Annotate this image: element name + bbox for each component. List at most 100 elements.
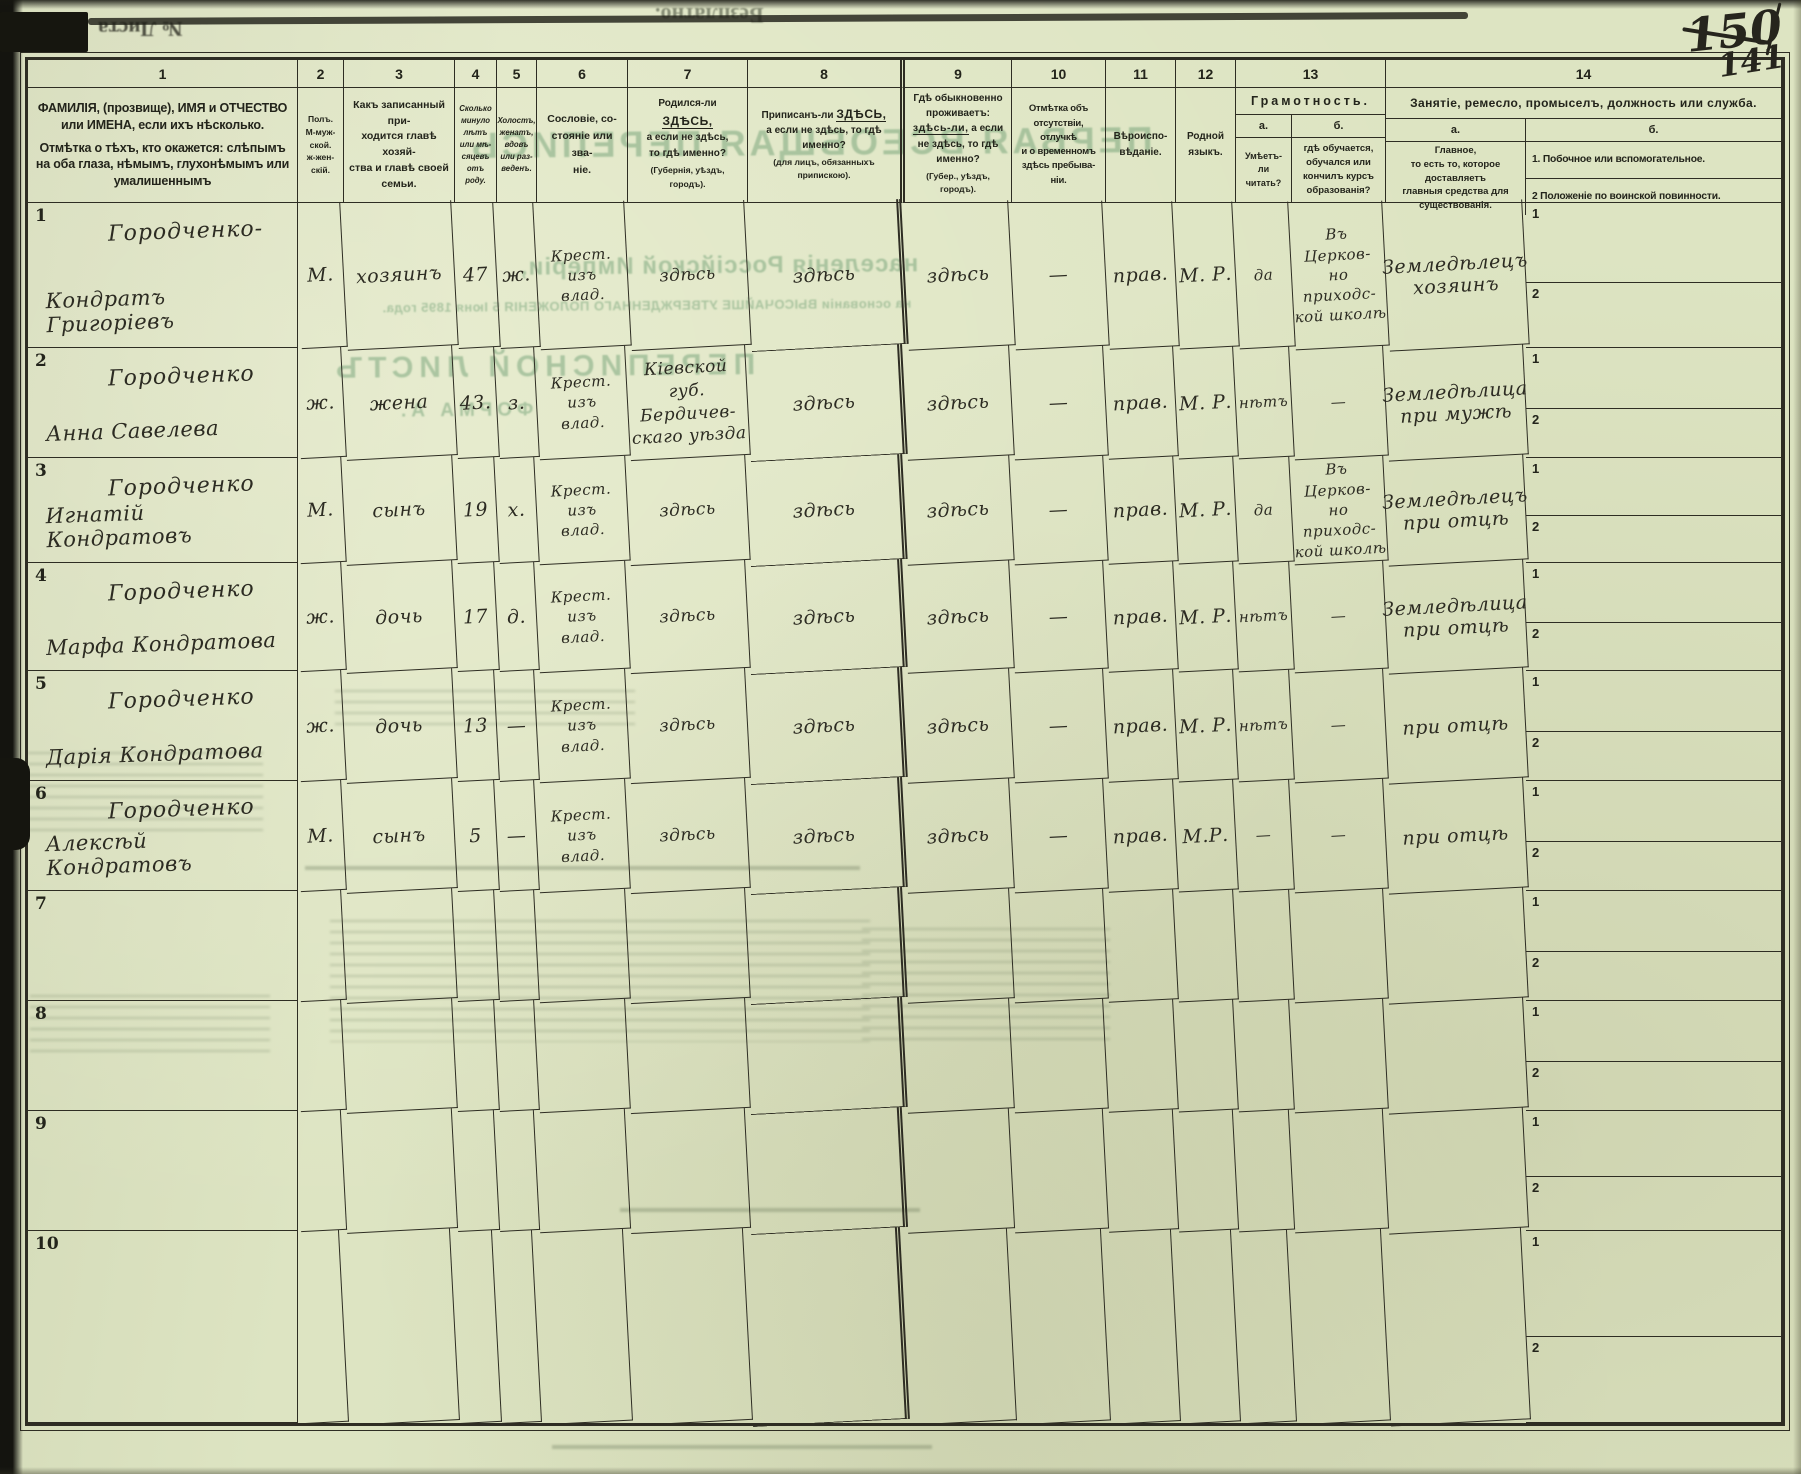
- header-residence-text: Гдѣ обыкновенно проживаетъ: здѣсь-ли, а …: [912, 93, 1004, 165]
- cell-religion: прав.: [1103, 346, 1179, 460]
- cell-person-name: 4 Городченко Марфа Кондратова: [28, 563, 298, 671]
- cell-registration: здѣсь: [745, 776, 908, 896]
- sub-cell-number-1: 1: [1532, 1004, 1540, 1019]
- bleedthrough-smudge: [30, 995, 270, 1053]
- cell-birthplace: [624, 1107, 752, 1235]
- cell-occupation-secondary: 1 2: [1526, 563, 1782, 671]
- column-number: 3: [344, 60, 455, 88]
- cell-occupation-secondary: 1 2: [1526, 203, 1782, 348]
- secondary-occupation-slot: 1: [1526, 671, 1781, 732]
- sub-cell-number-2: 2: [1532, 844, 1540, 860]
- military-status-slot: 2: [1526, 732, 1781, 780]
- sub-cell-number-1: 1: [1532, 894, 1540, 909]
- military-status-slot: 2: [1526, 516, 1781, 562]
- scan-edge-top: [0, 0, 1801, 9]
- column-number: 10: [1012, 60, 1106, 88]
- cell-marital-status: [494, 1000, 540, 1112]
- cell-age: 19: [452, 456, 500, 565]
- secondary-occupation-slot: 1: [1526, 563, 1781, 623]
- header-birthplace-paren: (Губернія, уѣздъ, городъ).: [650, 165, 725, 189]
- cell-occupation-secondary: 1 2: [1526, 781, 1782, 891]
- secondary-occupation-slot: 1: [1526, 781, 1781, 842]
- occupation-title: Занятіе, ремесло, промыселъ, должность и…: [1386, 88, 1781, 119]
- column-header-registration: Приписанъ-ли ЗДѢСЬ, а если не здѣсь, то г…: [748, 88, 905, 203]
- column-number: 5: [497, 60, 537, 88]
- cell-residence: [901, 1108, 1016, 1234]
- cell-birthplace: здѣсь: [624, 199, 752, 352]
- census-table: 1 2 3 4 5 6 7 8 9 10 11 12 13 14 ФАМИЛІЯ…: [20, 52, 1790, 1431]
- cell-registration: здѣсь: [744, 198, 909, 353]
- cell-marital-status: [494, 890, 540, 1002]
- cell-person-name: 2 Городченко Анна Савелева: [28, 348, 298, 458]
- cell-birthplace: [623, 1227, 753, 1427]
- cell-marital-status: —: [494, 670, 540, 782]
- cell-age: [452, 889, 500, 1003]
- cell-registration: здѣсь: [745, 666, 908, 786]
- cell-occupation-main: [1383, 997, 1529, 1115]
- cell-residence: здѣсь: [902, 455, 1015, 566]
- cell-literacy-reads: [1231, 1229, 1297, 1425]
- header-birthplace-text: Родился-ли ЗДѢСЬ, а если не здѣсь, то гдѣ…: [646, 98, 729, 159]
- column-number: 6: [537, 60, 628, 88]
- cell-religion: [1102, 1109, 1180, 1233]
- cell-religion: прав.: [1103, 779, 1179, 893]
- cell-absence-note: —: [1009, 778, 1109, 894]
- cell-literacy-reads: нѣтъ: [1233, 669, 1295, 783]
- column-header-absence: Отмѣтка объ отсутствіи, отлучкѣ и о врем…: [1012, 88, 1106, 203]
- cell-birthplace: [625, 997, 751, 1115]
- cell-estate: Крест. изъ влад.: [534, 778, 631, 894]
- cell-literacy-reads: нѣтъ: [1233, 561, 1295, 673]
- cell-relation: [341, 888, 458, 1004]
- military-status-slot: 2: [1526, 283, 1781, 347]
- cell-sex: ж.: [295, 346, 347, 460]
- cell-native-language: М. Р.: [1173, 561, 1239, 673]
- cell-occupation-main: Земледѣлица при отцѣ: [1382, 559, 1529, 675]
- cell-sex: ж.: [295, 669, 347, 783]
- cell-native-language: М. Р.: [1172, 201, 1240, 350]
- sub-cell-number-1: 1: [1532, 784, 1540, 799]
- person-given-name: Дарія Кондратова: [45, 738, 264, 770]
- cell-estate: Крест. изъ влад.: [534, 345, 631, 461]
- cell-religion: прав.: [1103, 669, 1179, 783]
- column-header-marital-status: Холостъ, женатъ, вдовъ или раз- веденъ.: [497, 88, 537, 203]
- cell-education-place: [1289, 998, 1389, 1114]
- cell-occupation-main: [1381, 1227, 1531, 1427]
- cell-absence-note: [1009, 888, 1109, 1004]
- cell-education-place: —: [1289, 778, 1389, 894]
- military-status-slot: 2: [1526, 842, 1781, 890]
- row-number: 2: [35, 351, 47, 371]
- bleedthrough-smudge: [862, 928, 1110, 1040]
- person-given-name: Анна Савелева: [45, 415, 220, 447]
- cell-birthplace: здѣсь: [625, 667, 751, 785]
- literacy-title: Грамотность.: [1236, 88, 1385, 115]
- cell-marital-status: х.: [494, 457, 540, 564]
- cell-person-name: 3 Городченко Игнатій Кондратовъ: [28, 458, 298, 563]
- cell-sex: М.: [295, 779, 347, 893]
- row-number: 9: [35, 1114, 47, 1134]
- column-number: 13: [1236, 60, 1386, 88]
- row-number: 6: [35, 784, 47, 804]
- cell-native-language: [1171, 1229, 1241, 1425]
- cell-registration: здѣсь: [745, 343, 908, 463]
- cell-age: 13: [452, 669, 500, 783]
- column-number: 8: [748, 60, 905, 88]
- cell-birthplace: Кіевской губ. Бердичев- скаго уѣзда: [625, 344, 751, 462]
- cell-native-language: М.Р.: [1173, 779, 1239, 893]
- cell-person-name: 5 Городченко Дарія Кондратова: [28, 671, 298, 781]
- cell-education-place: —: [1289, 345, 1389, 461]
- row-number: 10: [35, 1234, 59, 1254]
- underlined-here-word: здѣсь-ли,: [912, 122, 969, 136]
- cell-religion: [1101, 1229, 1181, 1425]
- person-surname: Городченко: [107, 576, 256, 607]
- row-number: 1: [35, 206, 47, 226]
- bleedthrough-smudge: [330, 920, 870, 1042]
- person-surname: Городченко-: [107, 216, 264, 247]
- cell-literacy-reads: да: [1232, 201, 1296, 350]
- cell-registration: здѣсь: [745, 453, 908, 568]
- literacy-b-label: б.: [1333, 120, 1344, 132]
- cell-occupation-main: при отцѣ: [1383, 667, 1529, 785]
- column-header-estate: Сословіе, со- стояніе или зва- ніе.: [537, 88, 628, 203]
- cell-birthplace: здѣсь: [625, 777, 751, 895]
- cell-education-place: Въ Церков- но приходс- кой школѣ: [1289, 455, 1389, 566]
- bleedthrough-smudge: [335, 690, 635, 726]
